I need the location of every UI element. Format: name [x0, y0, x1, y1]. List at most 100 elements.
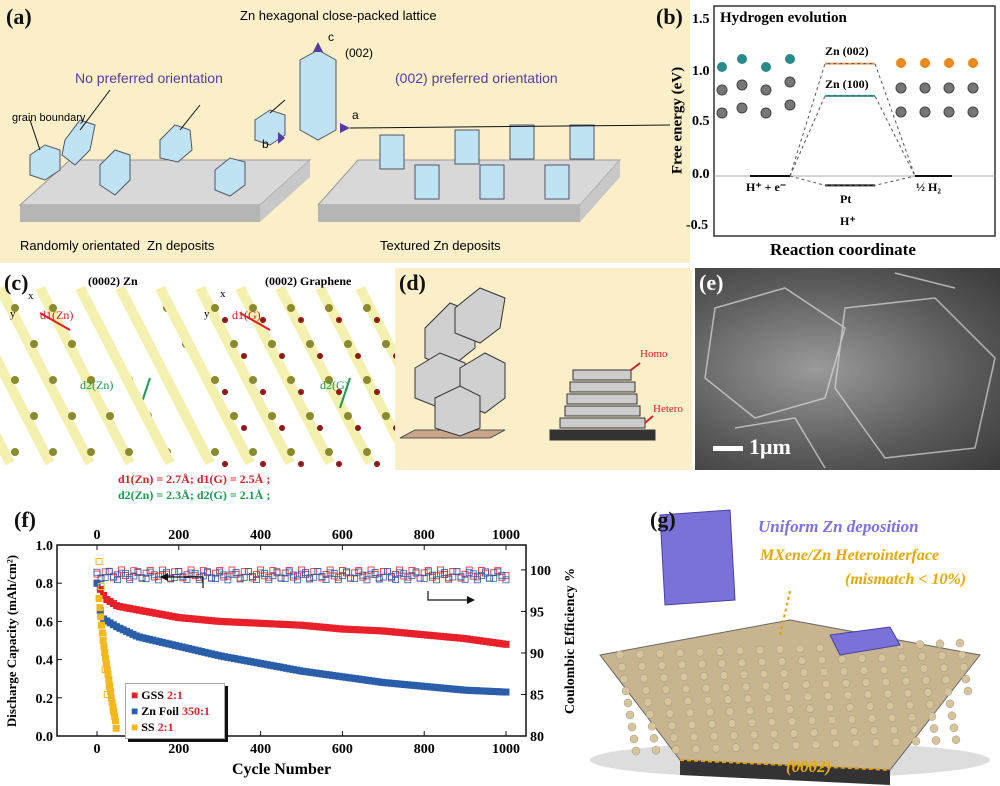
zn-atom — [879, 665, 889, 675]
ce-point — [240, 568, 248, 576]
zn-atom — [725, 707, 735, 716]
ce-point — [367, 566, 375, 574]
mismatch-label: (mismatch < 10%) — [845, 571, 967, 588]
zn-atom — [841, 679, 851, 688]
ce-point — [420, 569, 428, 577]
zn-atom — [863, 690, 873, 699]
carbon-atom — [374, 317, 380, 323]
zn-atom — [821, 679, 831, 689]
lattice-stripe — [115, 285, 215, 466]
lattice-stripe — [195, 285, 295, 466]
ce-point — [261, 570, 269, 577]
zn-atom — [619, 674, 629, 684]
zn-atom — [763, 693, 773, 703]
ce-point — [318, 574, 326, 582]
legend-ratio: 350:1 — [181, 704, 210, 718]
ce-point — [424, 567, 432, 575]
y-tick-label: 0.4 — [36, 654, 54, 669]
zn-atom — [897, 652, 907, 662]
ce-point — [322, 576, 330, 583]
ce-point — [212, 575, 220, 583]
zn-atom — [306, 412, 314, 420]
uniform-label: Uniform Zn deposition — [758, 517, 919, 536]
lattice-stripe — [35, 285, 135, 466]
stacking-drawing — [399, 287, 656, 441]
zn-atom — [805, 704, 815, 713]
pt-label: Pt — [840, 192, 852, 206]
zn-atom — [363, 304, 371, 312]
zn-atom — [11, 304, 19, 312]
zn-atom — [669, 733, 679, 742]
panel-b-label: (b) — [656, 4, 683, 29]
legend-marker: ■ — [131, 720, 139, 734]
carbon-atom — [241, 425, 247, 431]
left-arrow — [165, 576, 204, 588]
ce-point — [371, 569, 379, 576]
carbon-atom — [260, 461, 266, 467]
zn-atom — [707, 719, 717, 729]
ce-point — [289, 571, 297, 579]
x-tick-label-top: 200 — [168, 528, 189, 543]
x-tick-label-top: 400 — [250, 528, 271, 543]
ce-point — [420, 574, 428, 582]
zn-atom — [783, 693, 793, 702]
ce-point — [338, 572, 346, 580]
zn-atom — [287, 304, 295, 312]
zn-atom — [949, 723, 959, 733]
capacity-point — [99, 637, 107, 644]
carbon-atom — [317, 425, 323, 431]
ce-point — [154, 572, 162, 580]
zn-atom — [803, 692, 813, 701]
zn-atom — [867, 714, 877, 723]
carbon-atom — [222, 317, 228, 323]
zn-atom — [885, 701, 895, 711]
ce-point — [118, 569, 125, 577]
axis-c-label: c — [328, 30, 334, 44]
zn-atom — [657, 661, 667, 670]
zn-atom — [819, 667, 829, 677]
ce-point — [126, 573, 134, 581]
zn-atom — [789, 729, 799, 738]
zn-atom — [837, 655, 847, 664]
zn-atom — [847, 715, 857, 724]
panel-c-label: (c) — [4, 270, 29, 295]
zn-atom — [919, 664, 929, 673]
carbon-atom — [260, 317, 266, 323]
carbon-atom — [298, 389, 304, 395]
zn-atom — [843, 691, 853, 700]
ce-point — [502, 572, 510, 580]
carbon-atom — [393, 353, 395, 359]
ce-point — [326, 569, 334, 577]
zn-atom — [781, 681, 791, 690]
ce-point — [232, 568, 240, 576]
zn-atom — [709, 731, 719, 741]
ce-point — [130, 567, 138, 575]
zn-atom — [623, 698, 633, 708]
ce-point — [433, 572, 440, 580]
carbon-atom — [355, 425, 361, 431]
zn-atom — [883, 689, 893, 699]
axis-a-label: a — [352, 108, 359, 122]
zn-atom — [667, 721, 677, 730]
zn-atom — [887, 713, 897, 723]
d1-arrow — [39, 312, 71, 331]
capacity-point — [101, 649, 109, 657]
b-ytick: 1.0 — [692, 64, 710, 79]
ce-point — [306, 575, 314, 583]
ce-point — [208, 574, 215, 582]
b-ytick: 0.0 — [692, 167, 710, 182]
ce-point — [445, 575, 453, 583]
zn-atom — [617, 662, 627, 672]
right-arrow — [427, 591, 470, 601]
zn-atom — [955, 638, 965, 648]
zn-atom — [703, 695, 713, 705]
ce-point — [322, 571, 330, 578]
zn-atom — [811, 740, 821, 749]
lattice-stripe — [315, 285, 395, 445]
ce-point — [347, 574, 354, 582]
zn-atom — [621, 686, 631, 696]
panel-g-label: (g) — [650, 507, 676, 532]
zn-atom — [935, 639, 945, 649]
ce-point — [101, 574, 109, 581]
capacity-point — [100, 643, 108, 651]
